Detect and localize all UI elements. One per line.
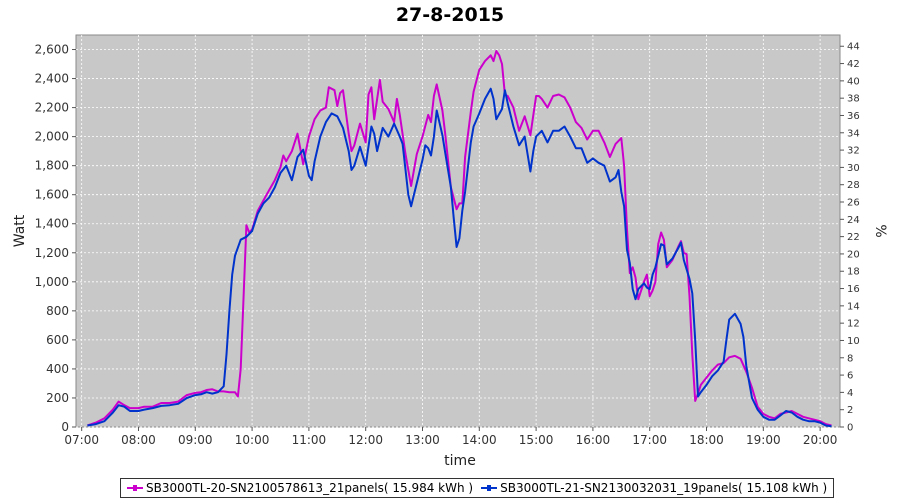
y-tick-label: 200 <box>46 391 69 405</box>
series-line-2 <box>87 87 832 428</box>
legend: SB3000TL-20-SN2100578613_21panels( 15.98… <box>120 478 835 498</box>
x-tick-label: 15:00 <box>519 433 554 447</box>
x-tick-label: 08:00 <box>121 433 156 447</box>
x-tick-label: 10:00 <box>235 433 270 447</box>
legend-label-series-1: SB3000TL-20-SN2100578613_21panels( 15.98… <box>146 481 474 495</box>
y2-tick-label: 42 <box>847 59 860 70</box>
y-axis-right: 0246810121416182022242628303234363840424… <box>840 42 860 434</box>
y2-tick-label: 10 <box>847 336 860 347</box>
y2-tick-label: 0 <box>847 423 853 434</box>
legend-swatch-series-2 <box>481 485 498 491</box>
y2-tick-label: 6 <box>847 371 853 382</box>
y2-tick-label: 22 <box>847 232 860 243</box>
x-tick-label: 19:00 <box>746 433 781 447</box>
x-tick-label: 17:00 <box>632 433 667 447</box>
y2-tick-label: 44 <box>847 42 860 53</box>
x-tick-label: 18:00 <box>689 433 724 447</box>
x-tick-label: 20:00 <box>803 433 838 447</box>
y-tick-label: 800 <box>46 304 69 318</box>
y-axis-label: Watt <box>12 214 28 247</box>
x-tick-label: 09:00 <box>178 433 213 447</box>
legend-item-series-1: SB3000TL-20-SN2100578613_21panels( 15.98… <box>127 481 473 495</box>
y2-tick-label: 36 <box>847 111 860 122</box>
x-tick-label: 16:00 <box>576 433 611 447</box>
y2-tick-label: 34 <box>847 128 860 139</box>
y2-tick-label: 40 <box>847 76 860 87</box>
chart-title: 27-8-2015 <box>396 4 504 26</box>
y2-tick-label: 28 <box>847 180 860 191</box>
y2-tick-label: 8 <box>847 353 853 364</box>
y-tick-label: 1,400 <box>35 217 69 231</box>
y-axis-left: 0 200 400 600 800 1,000 1,200 1,400 1,600 1,800 2,… <box>35 43 76 434</box>
y-tick-label: 2,600 <box>35 43 69 57</box>
y2-tick-label: 4 <box>847 388 853 399</box>
y2-tick-label: 32 <box>847 146 860 157</box>
y2-axis-label: % <box>872 224 888 237</box>
y2-tick-label: 24 <box>847 215 860 226</box>
x-axis: 07:00 08:00 09:00 10:00 11:00 12:00 13:00 14:00… <box>64 427 837 447</box>
y2-tick-label: 38 <box>847 94 860 105</box>
plot-area <box>75 34 841 428</box>
x-tick-label: 14:00 <box>462 433 497 447</box>
x-tick-label: 07:00 <box>64 433 99 447</box>
y-tick-label: 0 <box>61 420 69 434</box>
legend-swatch-series-1 <box>127 485 143 491</box>
y-tick-label: 1,800 <box>35 159 69 173</box>
y2-tick-label: 14 <box>847 301 860 312</box>
x-tick-label: 13:00 <box>405 433 440 447</box>
y-tick-label: 1,200 <box>35 246 69 260</box>
series-line-1 <box>87 50 832 427</box>
y-tick-label: 2,000 <box>35 130 69 144</box>
legend-label-series-2: SB3000TL-21-SN2130032031_19panels( 15.10… <box>500 481 828 495</box>
legend-item-series-2: SB3000TL-21-SN2130032031_19panels( 15.10… <box>481 481 827 495</box>
y2-tick-label: 16 <box>847 284 860 295</box>
y-tick-label: 1,600 <box>35 188 69 202</box>
x-tick-label: 11:00 <box>292 433 327 447</box>
y-tick-label: 2,200 <box>35 101 69 115</box>
y2-tick-label: 12 <box>847 319 860 330</box>
y-tick-label: 1,000 <box>35 275 69 289</box>
y2-tick-label: 30 <box>847 163 860 174</box>
y2-tick-label: 20 <box>847 249 860 260</box>
series-layer <box>87 50 832 428</box>
x-axis-label: time <box>444 453 476 469</box>
y2-tick-label: 26 <box>847 198 860 209</box>
y-tick-label: 2,400 <box>35 72 69 86</box>
x-tick-label: 12:00 <box>348 433 383 447</box>
y2-tick-label: 18 <box>847 267 860 278</box>
y2-tick-label: 2 <box>847 405 853 416</box>
grid <box>76 35 840 428</box>
y-tick-label: 600 <box>46 333 69 347</box>
y-tick-label: 400 <box>46 362 69 376</box>
